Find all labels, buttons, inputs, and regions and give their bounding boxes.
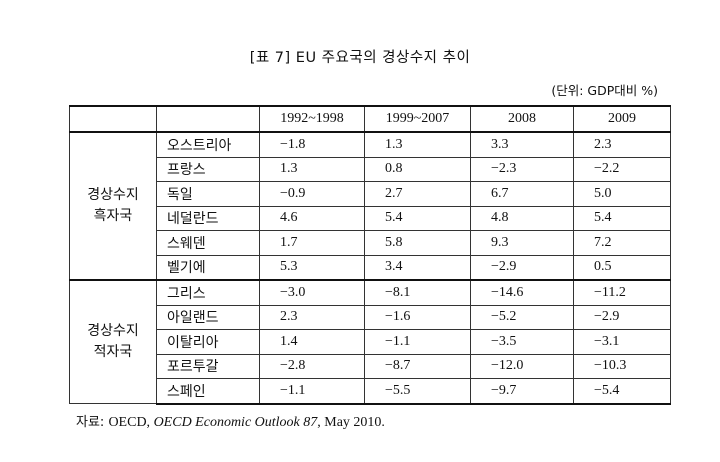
column-header: 1992~1998 bbox=[259, 105, 365, 133]
value-cell: −1.8 bbox=[259, 131, 365, 158]
value-cell: −5.4 bbox=[573, 378, 671, 405]
country-name: 벨기에 bbox=[156, 254, 260, 281]
value-cell: 7.2 bbox=[573, 230, 671, 256]
value-cell: 2.3 bbox=[259, 304, 365, 330]
value-cell: −0.9 bbox=[259, 181, 365, 207]
table-header-row: 1992~1998 1999~2007 2008 2009 bbox=[69, 105, 671, 133]
value-cell: −3.0 bbox=[259, 279, 365, 306]
value-cell: 0.5 bbox=[573, 254, 671, 281]
group-label-line2: 적자국 bbox=[93, 344, 133, 360]
group-label-line1: 경상수지 bbox=[87, 187, 139, 203]
column-header: 2008 bbox=[470, 105, 574, 133]
value-cell: 1.3 bbox=[259, 156, 365, 182]
table-row: 벨기에 5.3 3.4 −2.9 0.5 bbox=[70, 254, 671, 281]
header-blank-cell bbox=[69, 105, 157, 133]
country-name: 스페인 bbox=[156, 378, 260, 405]
value-cell: 5.8 bbox=[364, 230, 471, 256]
value-cell: 2.7 bbox=[364, 181, 471, 207]
value-cell: −10.3 bbox=[573, 353, 671, 379]
table-title: [표 7] EU 주요국의 경상수지 추이 bbox=[249, 50, 471, 66]
column-header: 1999~2007 bbox=[364, 105, 471, 133]
value-cell: −3.5 bbox=[470, 329, 574, 355]
value-cell: 6.7 bbox=[470, 181, 574, 207]
table-row: 이탈리아 1.4 −1.1 −3.5 −3.1 bbox=[70, 329, 671, 355]
value-cell: −12.0 bbox=[470, 353, 574, 379]
value-cell: −2.3 bbox=[470, 156, 574, 182]
value-cell: 3.3 bbox=[470, 131, 574, 158]
table-row: 독일 −0.9 2.7 6.7 5.0 bbox=[70, 181, 671, 207]
value-cell: −5.2 bbox=[470, 304, 574, 330]
value-cell: −8.7 bbox=[364, 353, 471, 379]
value-cell: −11.2 bbox=[573, 279, 671, 306]
group-label-line1: 경상수지 bbox=[87, 323, 139, 339]
value-cell: −1.1 bbox=[259, 378, 365, 405]
table-row: 포르투갈 −2.8 −8.7 −12.0 −10.3 bbox=[70, 353, 671, 379]
value-cell: −9.7 bbox=[470, 378, 574, 405]
value-cell: −2.9 bbox=[573, 304, 671, 330]
table-row: 프랑스 1.3 0.8 −2.3 −2.2 bbox=[70, 156, 671, 182]
value-cell: 4.6 bbox=[259, 205, 365, 231]
value-cell: 4.8 bbox=[470, 205, 574, 231]
value-cell: −2.2 bbox=[573, 156, 671, 182]
value-cell: −1.1 bbox=[364, 329, 471, 355]
country-name: 프랑스 bbox=[156, 156, 260, 182]
unit-note: (단위: GDP대비 %) bbox=[551, 83, 658, 98]
country-name: 아일랜드 bbox=[156, 304, 260, 330]
value-cell: 5.0 bbox=[573, 181, 671, 207]
column-header: 2009 bbox=[573, 105, 671, 133]
value-cell: −2.8 bbox=[259, 353, 365, 379]
value-cell: 2.3 bbox=[573, 131, 671, 158]
value-cell: −2.9 bbox=[470, 254, 574, 281]
source-date: , May 2010. bbox=[317, 415, 385, 430]
source-note: 자료: OECD, OECD Economic Outlook 87, May … bbox=[76, 411, 385, 431]
value-cell: −1.6 bbox=[364, 304, 471, 330]
value-cell: 5.4 bbox=[573, 205, 671, 231]
value-cell: 0.8 bbox=[364, 156, 471, 182]
table-row: 스웨덴 1.7 5.8 9.3 7.2 bbox=[70, 230, 671, 256]
country-name: 네덜란드 bbox=[156, 205, 260, 231]
country-name: 독일 bbox=[156, 181, 260, 207]
value-cell: 9.3 bbox=[470, 230, 574, 256]
header-blank-cell bbox=[156, 105, 260, 133]
value-cell: −3.1 bbox=[573, 329, 671, 355]
value-cell: 1.4 bbox=[259, 329, 365, 355]
value-cell: −5.5 bbox=[364, 378, 471, 405]
value-cell: −8.1 bbox=[364, 279, 471, 306]
group-label-line2: 흑자국 bbox=[93, 208, 133, 224]
value-cell: 5.3 bbox=[259, 254, 365, 281]
source-prefix: 자료: bbox=[76, 415, 109, 430]
country-name: 오스트리아 bbox=[156, 131, 260, 158]
country-name: 그리스 bbox=[156, 279, 260, 306]
value-cell: −14.6 bbox=[470, 279, 574, 306]
source-publication: OECD Economic Outlook 87 bbox=[153, 415, 318, 430]
value-cell: 1.7 bbox=[259, 230, 365, 256]
value-cell: 3.4 bbox=[364, 254, 471, 281]
table-row: 스페인 −1.1 −5.5 −9.7 −5.4 bbox=[70, 378, 671, 405]
table-row: 네덜란드 4.6 5.4 4.8 5.4 bbox=[70, 205, 671, 231]
country-name: 스웨덴 bbox=[156, 230, 260, 256]
country-name: 이탈리아 bbox=[156, 329, 260, 355]
table-row: 경상수지 적자국 그리스 −3.0 −8.1 −14.6 −11.2 bbox=[69, 279, 671, 404]
table-row: 경상수지 흑자국 오스트리아 −1.8 1.3 3.3 2.3 bbox=[69, 131, 671, 281]
value-cell: 1.3 bbox=[364, 131, 471, 158]
table-row: 아일랜드 2.3 −1.6 −5.2 −2.9 bbox=[70, 304, 671, 330]
value-cell: 5.4 bbox=[364, 205, 471, 231]
current-account-table: 1992~1998 1999~2007 2008 2009 경상수지 흑자국 오스트… bbox=[69, 105, 671, 405]
country-name: 포르투갈 bbox=[156, 353, 260, 379]
source-org: OECD, bbox=[108, 415, 154, 430]
